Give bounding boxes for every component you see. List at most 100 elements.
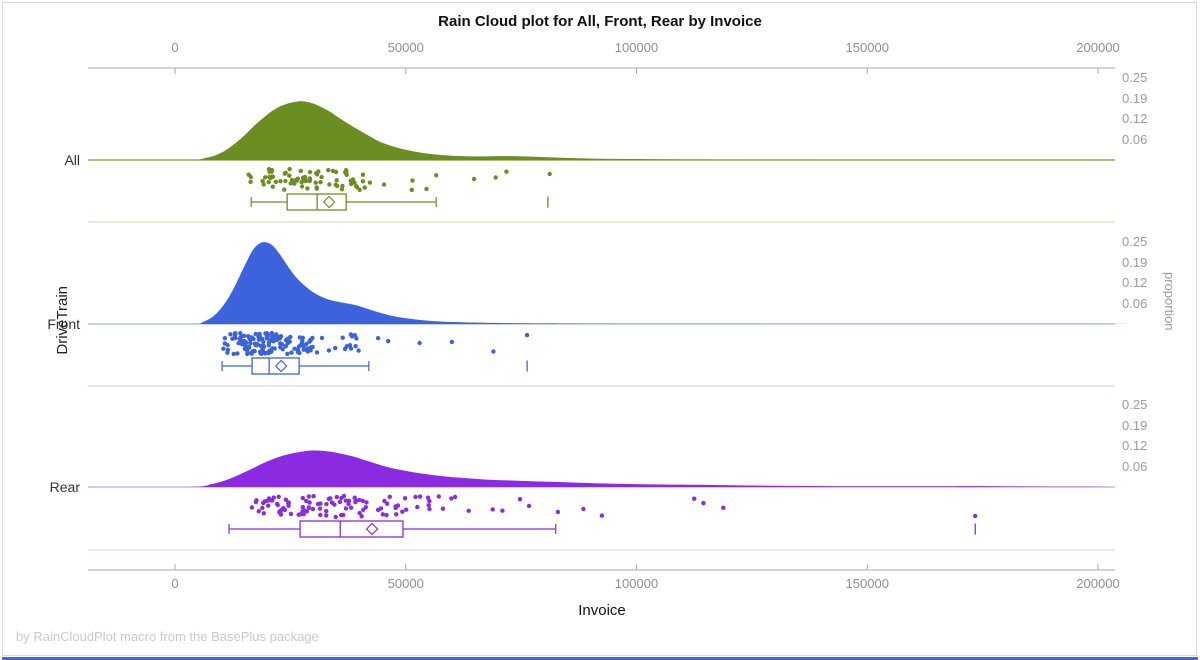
rain-point [384, 512, 389, 518]
rain-point [335, 183, 340, 189]
rain-point [303, 178, 309, 184]
rain-point [301, 344, 306, 349]
rain-point [262, 499, 267, 504]
footer-note: by RainCloudPlot macro from the BasePlus… [16, 629, 319, 644]
rain-point [352, 495, 357, 500]
rain-point [332, 502, 337, 507]
rain-point [292, 181, 297, 186]
rain-point [599, 513, 605, 518]
rain-point [302, 174, 308, 180]
rain-point [493, 175, 498, 180]
proportion-tick-label: 0.19 [1122, 254, 1148, 270]
rain-point [251, 336, 256, 342]
rain-point [394, 512, 399, 517]
rain-point [449, 496, 454, 501]
rain-point [581, 506, 586, 512]
rain-point [249, 505, 255, 510]
rain-point [245, 350, 251, 355]
rain-point [380, 512, 385, 517]
rain-point [360, 172, 366, 177]
rain-point [409, 187, 414, 193]
rain-point [279, 507, 284, 513]
rain-point [260, 505, 265, 511]
rain-point [342, 346, 348, 352]
rain-point [357, 510, 362, 516]
x-axis-label: Invoice [578, 602, 626, 619]
rain-point [310, 344, 315, 350]
rain-point [354, 336, 359, 341]
rain-point [266, 503, 271, 508]
rain-point [319, 335, 325, 341]
rain-point [415, 504, 420, 510]
rain-point [357, 497, 362, 503]
rain-point [555, 509, 561, 515]
rain-point [361, 507, 366, 512]
rain-point [326, 167, 331, 173]
rain-point [287, 166, 292, 172]
category-label-front: Front [47, 316, 80, 332]
rain-point [314, 350, 320, 355]
rain-point [356, 348, 361, 353]
rain-point [491, 349, 496, 354]
rain-point [248, 179, 253, 184]
rain-point [318, 180, 323, 185]
top-axis-tick-label: 50000 [387, 40, 424, 55]
rain-point [327, 182, 332, 187]
rain-point [254, 498, 259, 503]
rain-point [326, 496, 331, 502]
bottom-axis-tick-label: 50000 [387, 576, 424, 591]
rain-point [526, 503, 532, 509]
rain-point [300, 495, 305, 501]
rain-point [242, 338, 247, 344]
category-label-rear: Rear [49, 479, 80, 495]
rain-point [334, 178, 339, 183]
rain-point [375, 336, 381, 341]
rain-point [324, 508, 329, 514]
rain-point [298, 168, 303, 174]
proportion-tick-label: 0.06 [1122, 458, 1148, 474]
rain-point [360, 498, 365, 503]
rain-point [304, 498, 309, 504]
rain-point [298, 343, 303, 348]
rain-point [270, 334, 275, 339]
rain-point [292, 346, 297, 351]
rain-point [504, 169, 509, 174]
rain-point [306, 494, 312, 499]
rain-point [297, 512, 303, 517]
mean-diamond [322, 195, 336, 209]
rain-point [340, 183, 345, 189]
rain-point [288, 511, 294, 517]
rain-point [269, 330, 275, 336]
rain-point [257, 349, 263, 355]
rain-point [367, 180, 373, 185]
box-iqr [299, 520, 404, 538]
category-label-all: All [64, 152, 80, 168]
rain-point [343, 498, 348, 503]
rain-point [471, 176, 477, 182]
rain-point [334, 494, 339, 500]
top-axis-tick-label: 150000 [845, 40, 889, 55]
rain-point [305, 186, 310, 191]
proportion-tick-label: 0.25 [1122, 234, 1148, 249]
rain-point [524, 332, 530, 338]
rain-point [500, 508, 505, 513]
rain-point [346, 498, 352, 503]
top-axis-tick-label: 100000 [614, 40, 659, 55]
bottom-axis-tick-label: 0 [171, 576, 179, 591]
chart-title: Rain Cloud plot for All, Front, Rear by … [438, 13, 762, 30]
rain-point [261, 511, 266, 516]
rain-point [289, 350, 294, 355]
rain-point [282, 187, 287, 192]
rain-point [427, 498, 432, 504]
rain-point [393, 504, 398, 509]
rain-point [253, 331, 258, 337]
rain-point [346, 501, 351, 507]
rain-point [267, 169, 272, 174]
bottom-axis-tick-label: 100000 [614, 576, 659, 591]
top-axis-tick-label: 200000 [1076, 40, 1120, 55]
rain-point [297, 335, 302, 340]
rain-point [348, 505, 354, 510]
rain-point [386, 338, 391, 344]
